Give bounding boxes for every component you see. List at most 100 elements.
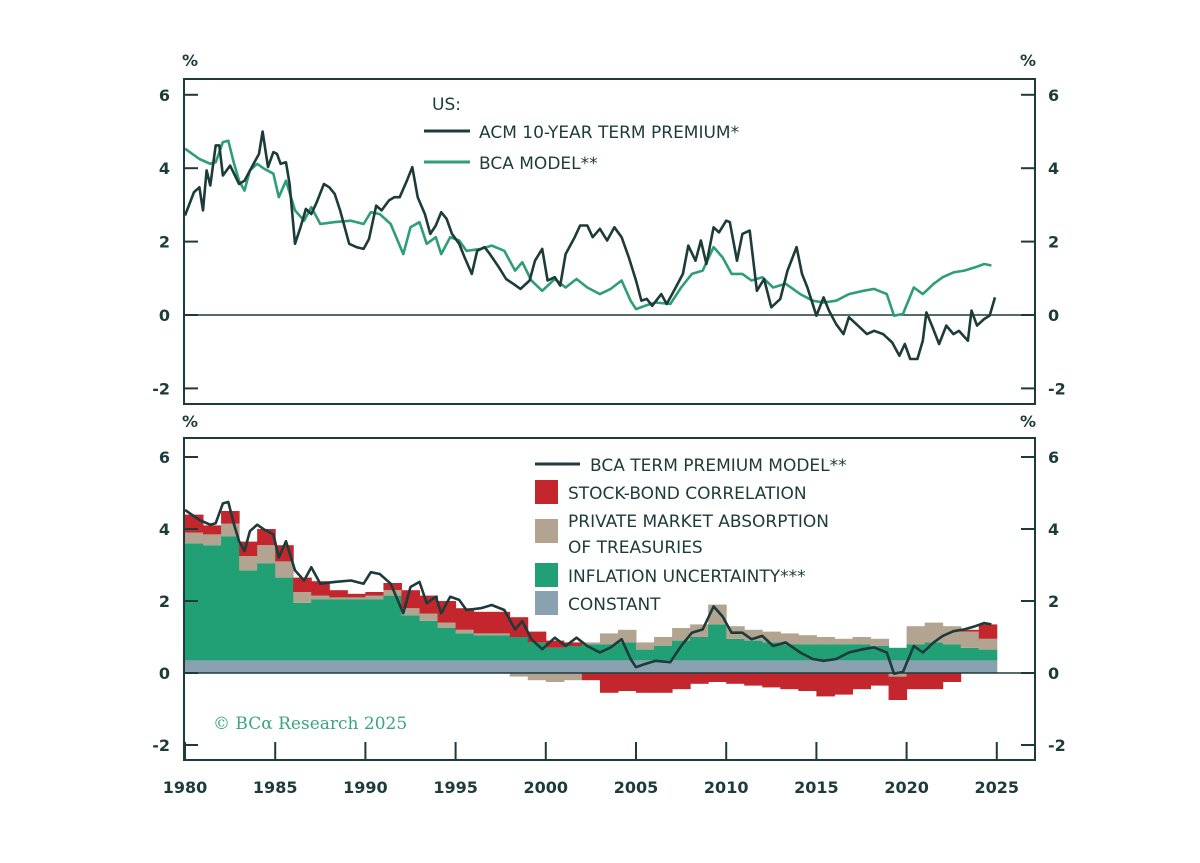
bar-segment-constant (365, 660, 384, 673)
bar-segment-private-market (329, 597, 348, 600)
bar-segment-private-market (599, 633, 619, 645)
x-tick-label: 2015 (794, 778, 839, 797)
bar-segment-stock-bond (798, 673, 817, 691)
bar-segment-inflation (888, 647, 908, 661)
bar-segment-private-market (509, 673, 529, 677)
bar-segment-private-market (473, 633, 493, 636)
bar-segment-inflation (599, 644, 619, 661)
bar-segment-inflation (293, 602, 312, 661)
bar-segment-private-market (455, 629, 475, 634)
bar-segment-constant (906, 660, 926, 673)
bar-segment-private-market (636, 642, 655, 650)
legend-label-constant: CONSTANT (568, 595, 661, 615)
bottom-panel: % % 6 6 4 4 2 2 0 0 -2 -2 BCA TERM PREMIUM MODEL*… (152, 412, 1066, 761)
bar-segment-inflation (924, 642, 944, 661)
bar-segment-constant (383, 660, 402, 673)
bar-segment-stock-bond (870, 673, 890, 686)
bar-segment-constant (329, 660, 348, 673)
bottom-y-left-tick-label: 4 (159, 520, 170, 539)
bar-segment-private-market (203, 534, 222, 546)
bottom-y-left-tick-label: 2 (159, 592, 170, 611)
bar-segment-private-market (401, 608, 421, 616)
bar-segment-private-market (185, 532, 204, 544)
bar-segment-inflation (960, 647, 980, 661)
bar-segment-stock-bond (545, 640, 565, 648)
legend-swatch-constant (535, 591, 558, 615)
bar-segment-private-market (888, 673, 908, 677)
x-tick-label: 2025 (975, 778, 1020, 797)
bar-segment-constant (473, 660, 493, 673)
bar-segment-constant (960, 660, 980, 673)
bar-segment-constant (780, 660, 799, 673)
bar-segment-constant (239, 660, 258, 673)
bar-segment-inflation (437, 628, 457, 661)
bar-segment-stock-bond (239, 541, 258, 556)
bar-segment-inflation (527, 642, 547, 661)
bar-segment-inflation (581, 644, 601, 661)
bar-segment-inflation (654, 646, 673, 661)
bar-segment-inflation (221, 536, 240, 661)
bar-segment-private-market (816, 637, 835, 645)
bar-segment-stock-bond (852, 673, 872, 690)
bar-segment-private-market (780, 633, 799, 645)
bar-segment-stock-bond (491, 611, 511, 634)
bar-segment-inflation (455, 633, 475, 661)
bar-segment-constant (491, 660, 511, 673)
series-line-acm-term-premium (183, 130, 997, 361)
top-y-left-tick-label: 6 (159, 86, 170, 105)
bar-segment-stock-bond (924, 673, 944, 690)
bar-segment-private-market (672, 628, 691, 641)
legend-label-private-market-line2: OF TREASURIES (568, 538, 703, 558)
bar-segment-constant (401, 660, 421, 673)
bar-segment-private-market (311, 595, 330, 600)
legend-swatch-stock-bond (535, 480, 558, 504)
bar-segment-constant (293, 660, 312, 673)
x-tick-label: 2000 (524, 778, 569, 797)
bar-segment-stock-bond (527, 631, 547, 643)
bar-segment-private-market (275, 561, 294, 578)
bar-segment-constant (672, 660, 691, 673)
bottom-y-right-tick-label: -2 (1048, 736, 1066, 755)
bar-segment-constant (203, 660, 222, 673)
top-y-left-tick-label: 2 (159, 233, 170, 252)
bar-segment-inflation (942, 644, 962, 661)
bar-segment-private-market (491, 633, 511, 636)
bar-segment-constant (419, 660, 439, 673)
bar-segment-constant (617, 660, 637, 673)
bar-segment-inflation (419, 620, 439, 661)
bar-segment-stock-bond (726, 673, 745, 684)
bar-segment-stock-bond (419, 595, 439, 614)
top-right-unit: % (1020, 51, 1036, 70)
bar-segment-stock-bond (978, 624, 998, 639)
bar-segment-inflation (690, 637, 709, 661)
bar-segment-private-market (798, 635, 817, 645)
bar-segment-stock-bond (672, 673, 691, 690)
bottom-legend: BCA TERM PREMIUM MODEL** STOCK-BOND CORR… (535, 456, 847, 615)
top-y-left-tick-label: -2 (152, 379, 170, 398)
x-tick-label: 2005 (614, 778, 659, 797)
bar-segment-inflation (329, 599, 348, 661)
bottom-right-unit: % (1020, 412, 1036, 431)
bar-segment-private-market (347, 597, 366, 600)
legend-label-model: BCA TERM PREMIUM MODEL** (590, 456, 847, 476)
x-tick-label: 2010 (704, 778, 749, 797)
bar-segment-private-market (834, 638, 853, 645)
top-y-left-tick-label: 4 (159, 159, 170, 178)
bar-segment-stock-bond (311, 581, 330, 596)
bar-segment-constant (870, 660, 890, 673)
bar-segment-inflation (762, 642, 781, 661)
bar-segment-inflation (563, 646, 583, 661)
bar-segment-inflation (509, 637, 529, 661)
bar-segment-inflation (383, 595, 402, 661)
bar-segment-stock-bond (293, 577, 312, 592)
top-panel: % % 6 6 4 4 2 2 0 0 -2 -2 US: ACM 10-YEAR TERM PR… (152, 51, 1066, 405)
bar-segment-stock-bond (599, 673, 619, 693)
bar-segment-constant (924, 660, 944, 673)
bottom-y-right-tick-label: 0 (1048, 664, 1059, 683)
bottom-y-left-tick-label: -2 (152, 736, 170, 755)
bar-segment-stock-bond (942, 673, 962, 682)
legend-label-private-market: PRIVATE MARKET ABSORPTION (568, 512, 829, 532)
top-frame (183, 78, 1036, 405)
bar-segment-stock-bond (636, 673, 655, 693)
bar-segment-inflation (978, 649, 998, 661)
